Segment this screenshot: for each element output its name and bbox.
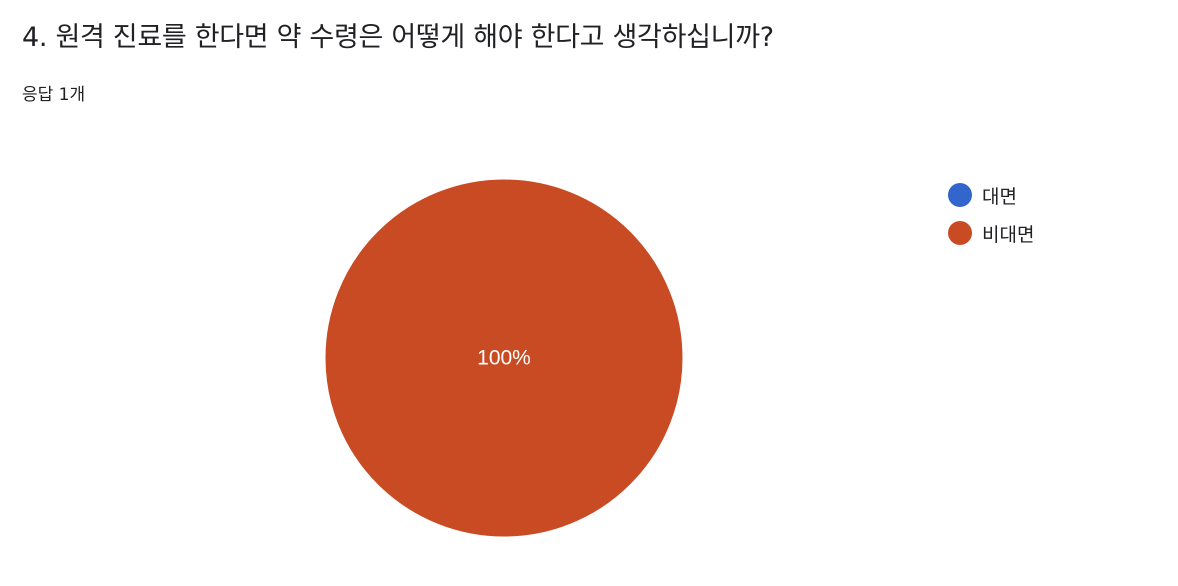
- question-title: 4. 원격 진료를 한다면 약 수령은 어떻게 해야 한다고 생각하십니까?: [22, 22, 774, 53]
- legend-swatch: [948, 221, 972, 245]
- pie-slice-label: 100%: [477, 347, 531, 370]
- pie-slice-비대면: [324, 178, 684, 538]
- legend-label: 비대면: [982, 223, 1035, 246]
- legend-label: 대면: [982, 185, 1017, 208]
- pie-slice-labels: 100%: [477, 347, 531, 370]
- legend-item: 대면: [948, 176, 1034, 214]
- pie-slices: [324, 178, 684, 538]
- response-count: 응답 1개: [22, 85, 86, 105]
- legend-swatch: [948, 183, 972, 207]
- legend-item: 비대면: [948, 214, 1034, 252]
